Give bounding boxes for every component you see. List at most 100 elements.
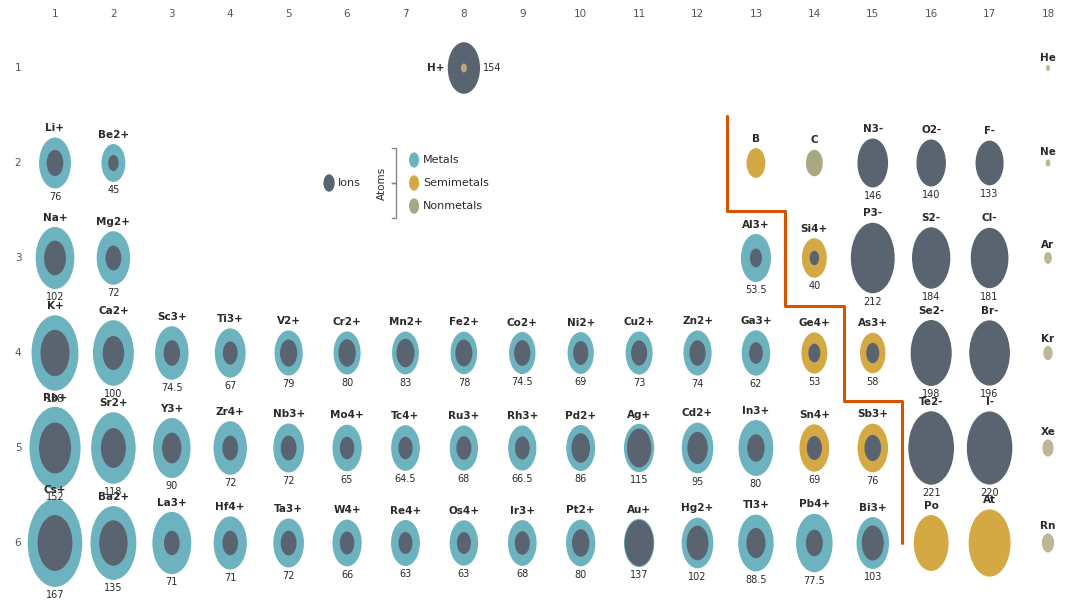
- Text: 167: 167: [46, 590, 65, 600]
- Text: N3-: N3-: [863, 124, 883, 134]
- Ellipse shape: [632, 341, 647, 365]
- Text: S2-: S2-: [922, 213, 940, 223]
- Text: 5: 5: [285, 9, 292, 19]
- Text: 5: 5: [15, 443, 22, 453]
- Ellipse shape: [1043, 534, 1053, 552]
- Text: Cu2+: Cu2+: [624, 317, 654, 327]
- Ellipse shape: [797, 514, 832, 572]
- Text: 17: 17: [983, 9, 996, 19]
- Ellipse shape: [274, 519, 303, 567]
- Text: Ti3+: Ti3+: [216, 314, 243, 324]
- Ellipse shape: [102, 145, 125, 182]
- Text: He: He: [1040, 52, 1056, 63]
- Text: 102: 102: [46, 292, 65, 302]
- Text: 80: 80: [341, 378, 353, 388]
- Text: 88.5: 88.5: [746, 575, 767, 585]
- Text: 181: 181: [980, 291, 999, 302]
- Ellipse shape: [747, 529, 765, 557]
- Ellipse shape: [340, 532, 354, 554]
- Text: Sn4+: Sn4+: [798, 410, 830, 420]
- Text: 78: 78: [457, 377, 470, 388]
- Text: C: C: [810, 136, 818, 145]
- Text: Tl3+: Tl3+: [742, 500, 769, 510]
- Ellipse shape: [509, 521, 536, 565]
- Ellipse shape: [107, 246, 121, 270]
- Text: Cs+: Cs+: [44, 485, 67, 495]
- Ellipse shape: [456, 340, 471, 365]
- Text: 4: 4: [15, 348, 22, 358]
- Text: Sc3+: Sc3+: [157, 312, 187, 322]
- Ellipse shape: [324, 175, 334, 191]
- Text: Mg2+: Mg2+: [97, 217, 130, 227]
- Ellipse shape: [688, 432, 707, 464]
- Ellipse shape: [515, 532, 529, 554]
- Ellipse shape: [682, 519, 712, 567]
- Ellipse shape: [859, 425, 888, 472]
- Text: O2-: O2-: [921, 125, 942, 135]
- Ellipse shape: [101, 429, 125, 467]
- Text: 72: 72: [282, 571, 295, 581]
- Text: Ar: Ar: [1042, 240, 1054, 250]
- Ellipse shape: [750, 343, 762, 363]
- Ellipse shape: [281, 340, 297, 366]
- Ellipse shape: [572, 434, 590, 462]
- Text: Ta3+: Ta3+: [274, 504, 303, 514]
- Text: 72: 72: [282, 476, 295, 486]
- Text: 198: 198: [922, 390, 940, 399]
- Ellipse shape: [462, 65, 466, 72]
- Text: Rb+: Rb+: [43, 393, 67, 403]
- Ellipse shape: [982, 151, 996, 175]
- Ellipse shape: [392, 520, 420, 566]
- Ellipse shape: [37, 228, 73, 288]
- Ellipse shape: [215, 329, 245, 377]
- Text: P3-: P3-: [863, 209, 882, 218]
- Ellipse shape: [91, 507, 136, 579]
- Ellipse shape: [1046, 160, 1050, 166]
- Text: Zr4+: Zr4+: [216, 407, 244, 417]
- Text: 18: 18: [1042, 9, 1054, 19]
- Ellipse shape: [1044, 347, 1052, 359]
- Text: 40: 40: [808, 281, 821, 291]
- Ellipse shape: [865, 435, 880, 460]
- Ellipse shape: [739, 421, 773, 475]
- Text: As3+: As3+: [858, 318, 888, 329]
- Ellipse shape: [863, 526, 883, 560]
- Ellipse shape: [682, 423, 712, 473]
- Ellipse shape: [912, 228, 950, 288]
- Text: 115: 115: [629, 476, 649, 485]
- Ellipse shape: [449, 43, 479, 93]
- Text: 71: 71: [224, 573, 237, 583]
- Ellipse shape: [339, 340, 355, 366]
- Text: 1: 1: [15, 63, 22, 73]
- Ellipse shape: [751, 249, 762, 267]
- Text: 66.5: 66.5: [511, 474, 533, 484]
- Ellipse shape: [688, 526, 708, 560]
- Ellipse shape: [457, 532, 470, 554]
- Text: 73: 73: [633, 378, 646, 388]
- Text: Na+: Na+: [43, 213, 68, 223]
- Ellipse shape: [509, 426, 536, 470]
- Text: Co2+: Co2+: [507, 318, 538, 327]
- Ellipse shape: [969, 321, 1009, 385]
- Text: B: B: [752, 134, 760, 144]
- Text: 65: 65: [341, 475, 353, 485]
- Ellipse shape: [393, 332, 419, 374]
- Text: Li+: Li+: [45, 123, 65, 133]
- Ellipse shape: [568, 333, 593, 373]
- Text: 15: 15: [866, 9, 879, 19]
- Ellipse shape: [32, 316, 77, 390]
- Text: Hg2+: Hg2+: [681, 504, 713, 513]
- Ellipse shape: [748, 435, 764, 461]
- Text: 63: 63: [457, 569, 470, 579]
- Text: Rh3+: Rh3+: [507, 411, 538, 421]
- Text: 83: 83: [399, 377, 412, 388]
- Text: 86: 86: [575, 475, 586, 484]
- Text: 72: 72: [224, 478, 237, 488]
- Text: 9: 9: [519, 9, 525, 19]
- Text: F-: F-: [985, 126, 995, 136]
- Ellipse shape: [742, 331, 769, 375]
- Ellipse shape: [969, 510, 1010, 576]
- Ellipse shape: [103, 336, 124, 369]
- Ellipse shape: [28, 500, 82, 586]
- Text: 68: 68: [457, 474, 470, 484]
